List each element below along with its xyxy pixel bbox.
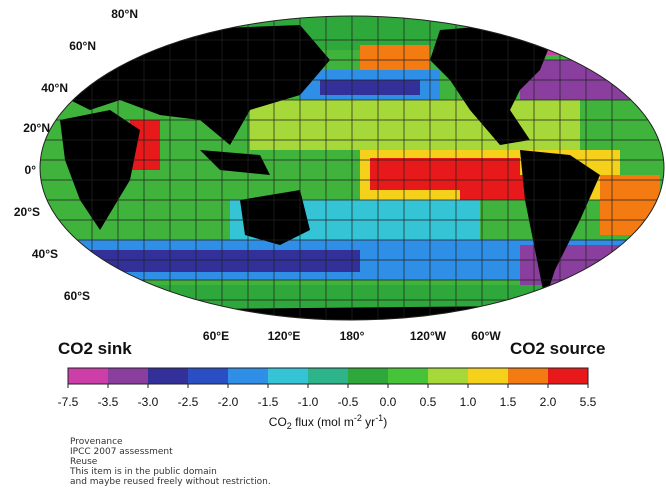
tick-label: 1.5 bbox=[500, 395, 517, 409]
map-border bbox=[39, 15, 665, 321]
colorbar-border bbox=[67, 367, 589, 385]
tick-label: 5.5 bbox=[580, 395, 597, 409]
color-swatch bbox=[268, 368, 308, 384]
tick-label: -1.5 bbox=[258, 395, 279, 409]
tick-label: -0.5 bbox=[338, 395, 359, 409]
color-swatch bbox=[388, 368, 428, 384]
colorbar-label: CO2 flux (mol m-2 yr-1) bbox=[269, 413, 387, 431]
color-swatch bbox=[68, 368, 108, 384]
tick-label: -3.0 bbox=[138, 395, 159, 409]
color-swatch bbox=[508, 368, 548, 384]
sink-label: CO2 sink bbox=[58, 339, 132, 358]
source-label: CO2 source bbox=[510, 339, 605, 358]
tick-label: -7.5 bbox=[58, 395, 79, 409]
color-swatch bbox=[148, 368, 188, 384]
color-swatch bbox=[108, 368, 148, 384]
label-part: ) bbox=[383, 415, 387, 429]
provenance-line: Reuse bbox=[70, 457, 98, 467]
provenance-line: IPCC 2007 assessment bbox=[70, 447, 173, 457]
label-part: 2 bbox=[287, 421, 292, 431]
tick-label: 0.0 bbox=[380, 395, 397, 409]
provenance-line: This item is in the public domain bbox=[69, 467, 217, 477]
lat-label: 80°N bbox=[111, 7, 138, 21]
lat-label: 60°S bbox=[64, 289, 90, 303]
label-part: -1 bbox=[375, 413, 383, 423]
lat-labels: 80°N 60°N 40°N 20°N 0° 20°S 40°S 60°S bbox=[14, 7, 138, 303]
lat-label: 0° bbox=[25, 163, 37, 177]
color-swatch bbox=[308, 368, 348, 384]
lat-label: 40°N bbox=[41, 81, 68, 95]
lon-label: 120°W bbox=[410, 329, 447, 343]
tick-label: 0.5 bbox=[420, 395, 437, 409]
tick-label: -1.0 bbox=[298, 395, 319, 409]
color-swatch bbox=[188, 368, 228, 384]
tick-label: -2.0 bbox=[218, 395, 239, 409]
lon-label: 60°W bbox=[471, 329, 501, 343]
lon-label: 180° bbox=[340, 329, 365, 343]
tick-label: -3.5 bbox=[98, 395, 119, 409]
lat-label: 40°S bbox=[32, 247, 58, 261]
lon-label: 120°E bbox=[268, 329, 301, 343]
tick-label: -2.5 bbox=[178, 395, 199, 409]
lat-label: 60°N bbox=[69, 39, 96, 53]
label-part: yr bbox=[362, 415, 375, 429]
tick-label: 1.0 bbox=[460, 395, 477, 409]
lon-label: 60°E bbox=[203, 329, 229, 343]
lat-label: 20°S bbox=[14, 205, 40, 219]
lat-label: 20°N bbox=[23, 121, 50, 135]
color-swatch bbox=[228, 368, 268, 384]
color-swatch bbox=[428, 368, 468, 384]
provenance-line: and maybe reused freely without restrict… bbox=[70, 477, 271, 487]
tick-label: 2.0 bbox=[540, 395, 557, 409]
label-part: CO bbox=[269, 415, 287, 429]
label-part: flux (mol m bbox=[292, 415, 354, 429]
label-part: -2 bbox=[354, 413, 362, 423]
provenance-line: Provenance bbox=[70, 437, 123, 447]
color-swatch bbox=[548, 368, 588, 384]
color-swatch bbox=[348, 368, 388, 384]
colorbar: -7.5 -3.5 -3.0 -2.5 -2.0 -1.5 -1.0 -0.5 0.0 0.5 1.… bbox=[58, 367, 597, 409]
lon-labels: 60°E 120°E 180° 120°W 60°W bbox=[203, 329, 501, 343]
color-swatch bbox=[468, 368, 508, 384]
